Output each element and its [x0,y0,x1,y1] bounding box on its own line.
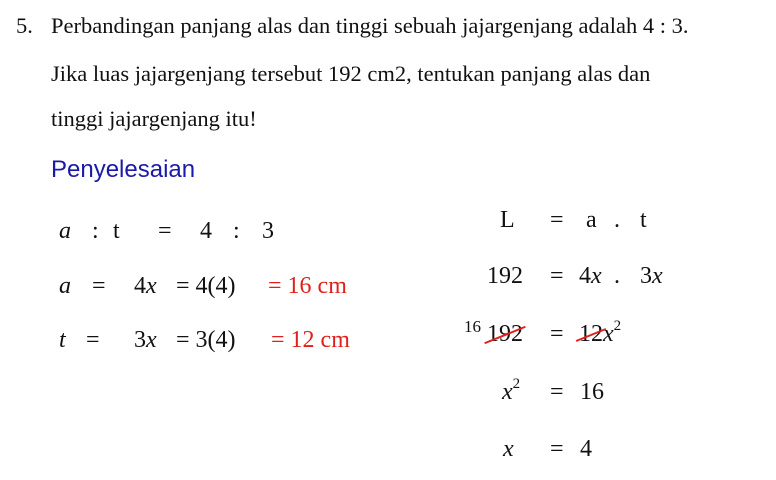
ratio-value-4: 4 [200,218,212,244]
x-equals: = [550,436,564,462]
base-result: = 16 cm [268,273,347,299]
area-equals-3: = [550,321,564,347]
x-value: 4 [580,436,592,462]
height-expression: 3x [134,327,157,353]
area-var-t: t [640,207,647,233]
area-var-a: a [586,207,597,233]
base-equals: = [92,273,106,299]
base-expression: 4x [134,273,157,299]
area-term-3x: 3x [640,263,663,289]
x-squared-equals: = [550,379,564,405]
question-line-2: Jika luas jajargenjang tersebut 192 cm2,… [51,61,651,86]
area-value-192: 192 [487,263,523,289]
ratio-value-3: 3 [262,218,274,244]
simplified-note-16: 16 [464,317,481,336]
x-squared-value: 16 [580,379,604,405]
height-result: = 12 cm [271,327,350,353]
height-var: t [59,327,66,353]
x-var: x [503,436,514,462]
question-number: 5. [16,13,33,38]
ratio-var-t: t [113,218,120,244]
area-dot: . [614,207,620,233]
question-line-3: tinggi jajargenjang itu! [51,106,257,131]
question-line-1: Perbandingan panjang alas dan tinggi seb… [51,13,689,38]
ratio-colon: : [92,218,99,244]
solution-heading: Penyelesaian [51,156,196,183]
ratio-var-a: a [59,218,71,244]
area-symbol-L: L [500,207,515,233]
x-squared: x2 [502,376,521,405]
base-substitution: = 4(4) [176,273,236,299]
ratio-equals: = [158,218,172,244]
area-equals-2: = [550,263,564,289]
height-substitution: = 3(4) [176,327,236,353]
area-term-4x: 4x [579,263,602,289]
crossed-12-term: 12x2 [579,318,622,347]
height-equals: = [86,327,100,353]
area-dot-2: . [614,263,620,289]
area-equals: = [550,207,564,233]
crossed-192: 192 [487,321,523,347]
ratio-colon-2: : [233,218,240,244]
base-var: a [59,273,71,299]
